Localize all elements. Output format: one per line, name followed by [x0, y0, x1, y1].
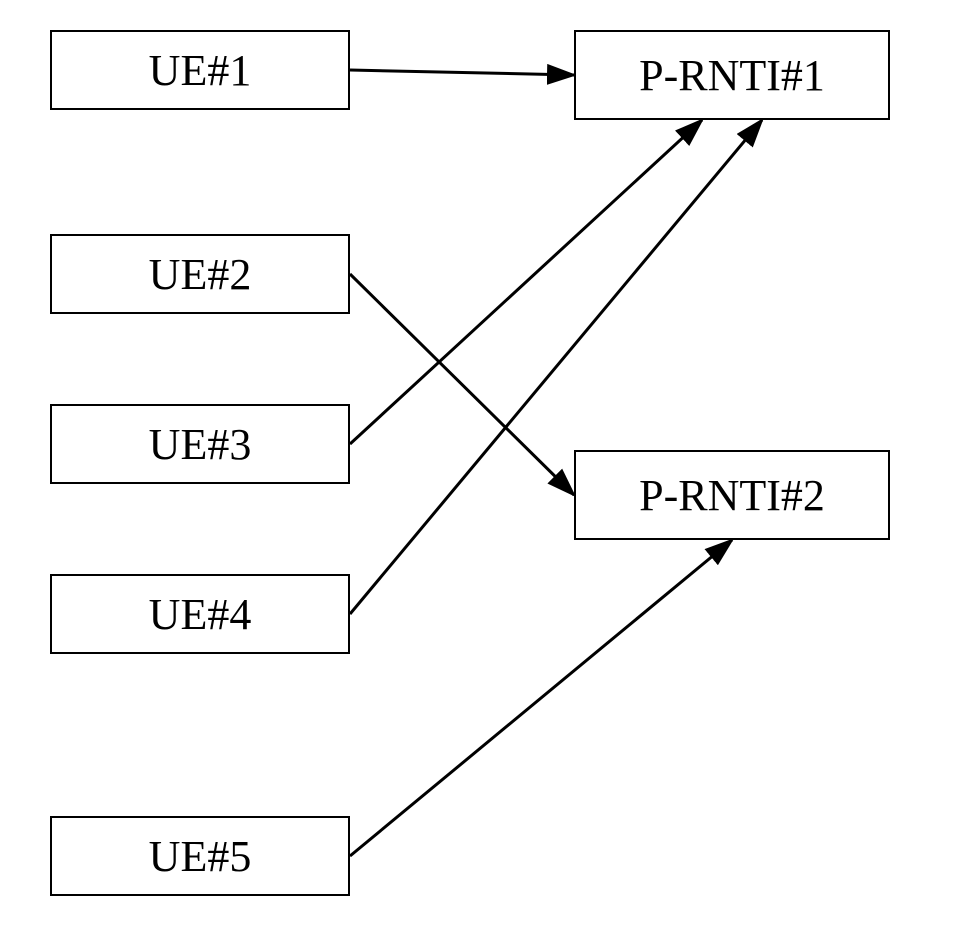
node-ue1: UE#1 — [50, 30, 350, 110]
node-label-pr1: P-RNTI#1 — [639, 50, 825, 101]
node-label-ue4: UE#4 — [149, 589, 252, 640]
edge-ue2-to-pr2 — [350, 274, 574, 495]
node-label-ue2: UE#2 — [149, 249, 252, 300]
node-ue4: UE#4 — [50, 574, 350, 654]
edge-ue1-to-pr1 — [350, 70, 574, 75]
node-ue2: UE#2 — [50, 234, 350, 314]
node-ue5: UE#5 — [50, 816, 350, 896]
node-label-pr2: P-RNTI#2 — [639, 470, 825, 521]
node-label-ue1: UE#1 — [149, 45, 252, 96]
edge-ue5-to-pr2 — [350, 540, 732, 856]
node-label-ue5: UE#5 — [149, 831, 252, 882]
node-label-ue3: UE#3 — [149, 419, 252, 470]
node-ue3: UE#3 — [50, 404, 350, 484]
node-pr2: P-RNTI#2 — [574, 450, 890, 540]
edge-ue3-to-pr1 — [350, 120, 702, 444]
node-pr1: P-RNTI#1 — [574, 30, 890, 120]
